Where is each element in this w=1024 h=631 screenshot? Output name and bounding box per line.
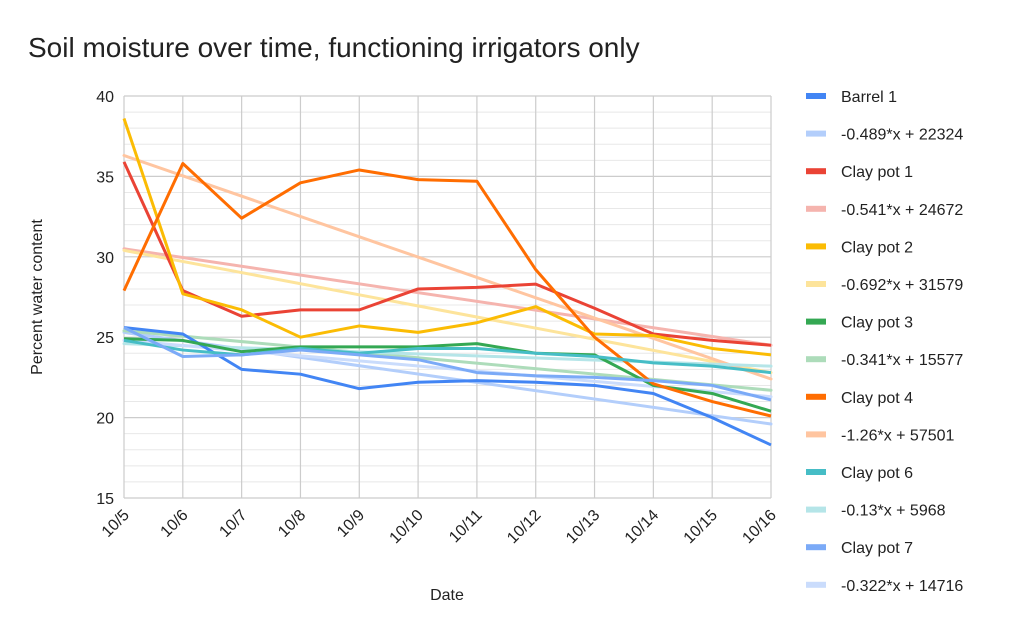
legend-label: Clay pot 4 xyxy=(841,390,913,407)
legend-label: Clay pot 7 xyxy=(841,540,913,557)
legend-swatch xyxy=(806,168,826,175)
trendline xyxy=(122,248,773,375)
legend-label: -0.489*x + 22324 xyxy=(841,127,963,144)
y-tick-label: 20 xyxy=(96,411,114,428)
legend-swatch xyxy=(806,130,826,137)
legend-label: Clay pot 6 xyxy=(841,465,913,482)
x-tick-label: 10/14 xyxy=(622,507,662,547)
x-tick-label: 10/12 xyxy=(504,507,544,547)
x-tick-label: 10/7 xyxy=(216,507,250,541)
x-tick-label: 10/9 xyxy=(334,507,368,541)
legend-swatch xyxy=(806,243,826,250)
legend-swatch xyxy=(806,281,826,287)
chart-title: Soil moisture over time, functioning irr… xyxy=(28,32,640,63)
y-tick-label: 35 xyxy=(96,169,114,186)
legend-swatch xyxy=(806,205,826,212)
legend-label: -0.541*x + 24672 xyxy=(841,202,963,219)
trendline xyxy=(122,153,773,381)
legend-label: -1.26*x + 57501 xyxy=(841,427,955,444)
legend-label: Barrel 1 xyxy=(841,89,897,106)
x-axis-ticks: 10/5 10/6 10/7 10/8 10/9 10/10 10/11 10/12 10/13… xyxy=(99,507,780,547)
x-tick-label: 10/8 xyxy=(275,507,309,541)
x-tick-label: 10/5 xyxy=(99,507,133,541)
x-tick-label: 10/6 xyxy=(158,507,192,541)
x-tick-label: 10/16 xyxy=(739,507,779,547)
legend-swatch xyxy=(806,393,826,400)
y-tick-label: 15 xyxy=(96,491,114,508)
legend-swatch xyxy=(806,544,826,551)
legend-swatch xyxy=(806,93,826,99)
legend-swatch xyxy=(806,318,826,325)
series-line xyxy=(122,118,772,357)
series-line xyxy=(122,162,772,418)
x-tick-label: 10/10 xyxy=(387,507,427,547)
y-axis-label: Percent water content xyxy=(29,219,46,375)
x-tick-label: 10/15 xyxy=(681,507,721,547)
legend-swatch xyxy=(806,581,826,588)
legend-label: -0.341*x + 15577 xyxy=(841,352,963,369)
legend-label: Clay pot 3 xyxy=(841,315,913,332)
legend-swatch xyxy=(806,469,826,475)
series-line xyxy=(123,326,772,402)
legend-label: -0.322*x + 14716 xyxy=(841,578,963,595)
legend-label: -0.13*x + 5968 xyxy=(841,503,946,520)
y-tick-label: 25 xyxy=(96,330,114,347)
legend-swatch xyxy=(806,431,826,438)
x-axis-label: Date xyxy=(430,587,464,604)
legend-label: Clay pot 2 xyxy=(841,239,913,256)
y-axis-ticks: 15 20 25 30 35 40 xyxy=(96,89,114,508)
legend-label: -0.692*x + 31579 xyxy=(841,277,963,294)
legend-swatch xyxy=(806,356,826,363)
y-tick-label: 40 xyxy=(96,89,114,106)
x-tick-label: 10/13 xyxy=(563,507,603,547)
legend-swatch xyxy=(806,506,826,513)
y-tick-label: 30 xyxy=(96,250,114,267)
series-line xyxy=(122,161,772,347)
legend: Barrel 1 -0.489*x + 22324 Clay pot 1 -0.541… xyxy=(806,89,963,595)
series-lines xyxy=(122,118,772,447)
legend-label: Clay pot 1 xyxy=(841,164,913,181)
trendline xyxy=(122,247,773,347)
series-line xyxy=(123,326,772,447)
x-tick-label: 10/11 xyxy=(446,507,486,547)
